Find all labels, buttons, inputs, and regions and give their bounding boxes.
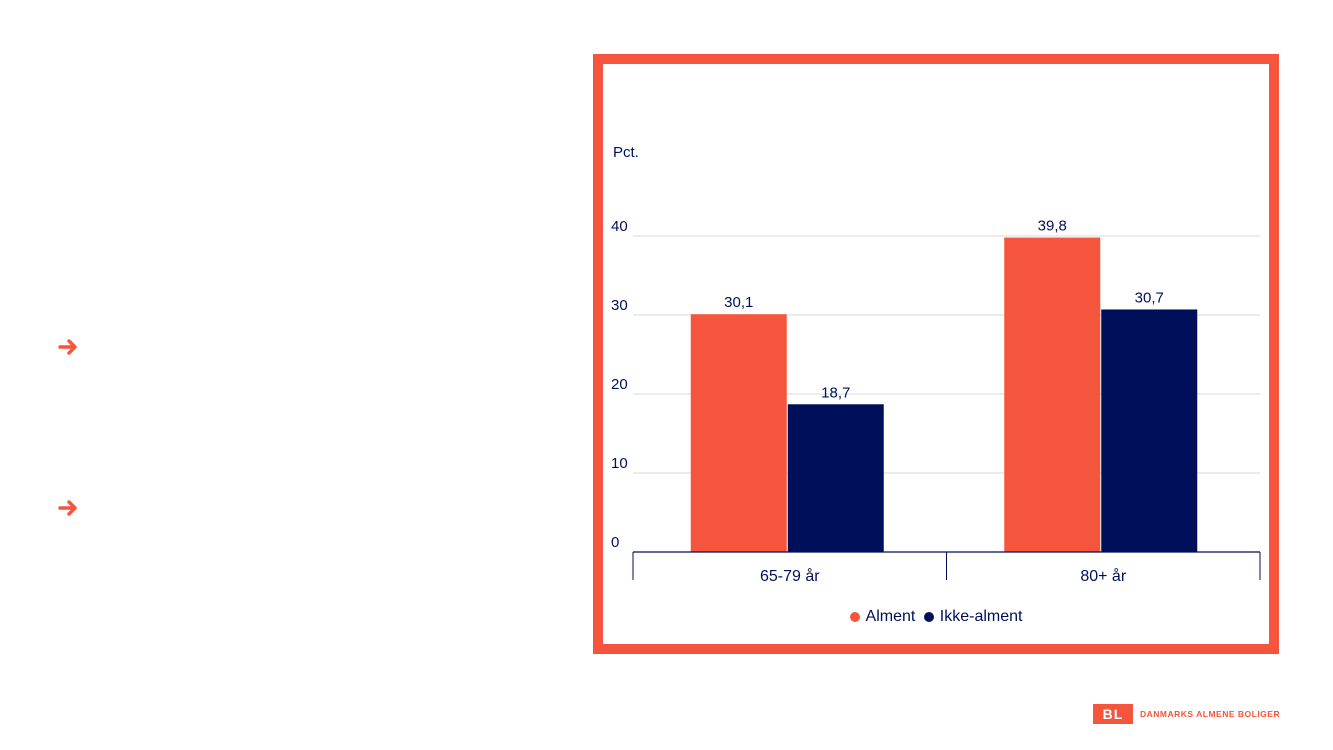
- bar: [1004, 237, 1101, 552]
- logo-mark: BL: [1093, 704, 1133, 724]
- x-tick-label: 65-79 år: [760, 567, 820, 585]
- bar-chart: 30,1 18,7 39,8 30,7 Pct. 0 10 20 30 40 65-79 år 80…: [611, 144, 1261, 585]
- data-label: 39,8: [1038, 218, 1067, 235]
- legend-dot-alment: [849, 612, 860, 622]
- chart-legend: Alment Ikke-alment: [603, 608, 1269, 627]
- legend-dot-ikke-alment: [923, 612, 934, 622]
- arrow-right-icon: [58, 338, 80, 356]
- legend-label-ikke-alment: Ikke-alment: [939, 608, 1023, 625]
- logo-text: DANMARKS ALMENE BOLIGER: [1140, 709, 1281, 719]
- legend-item-ikke-alment: Ikke-alment: [923, 608, 1023, 626]
- y-tick-label: 40: [611, 218, 628, 235]
- y-tick-label: 20: [611, 376, 628, 393]
- chart-frame: 30,1 18,7 39,8 30,7 Pct. 0 10 20 30 40 65-79 år 80…: [593, 54, 1279, 654]
- arrow-right-icon: [58, 499, 80, 517]
- bl-logo: BL DANMARKS ALMENE BOLIGER: [1093, 704, 1280, 724]
- y-tick-label: 30: [611, 297, 628, 314]
- y-tick-label: 0: [611, 534, 619, 551]
- bar: [787, 404, 884, 552]
- legend-label-alment: Alment: [865, 608, 916, 625]
- data-label: 18,7: [821, 384, 850, 401]
- data-label: 30,7: [1135, 289, 1164, 306]
- y-axis-title: Pct.: [613, 144, 639, 161]
- legend-item-alment: Alment: [849, 608, 916, 626]
- bar: [690, 314, 787, 552]
- y-tick-label: 10: [611, 455, 628, 472]
- bar: [1101, 309, 1198, 552]
- x-tick-label: 80+ år: [1080, 567, 1126, 585]
- data-label: 30,1: [724, 294, 753, 311]
